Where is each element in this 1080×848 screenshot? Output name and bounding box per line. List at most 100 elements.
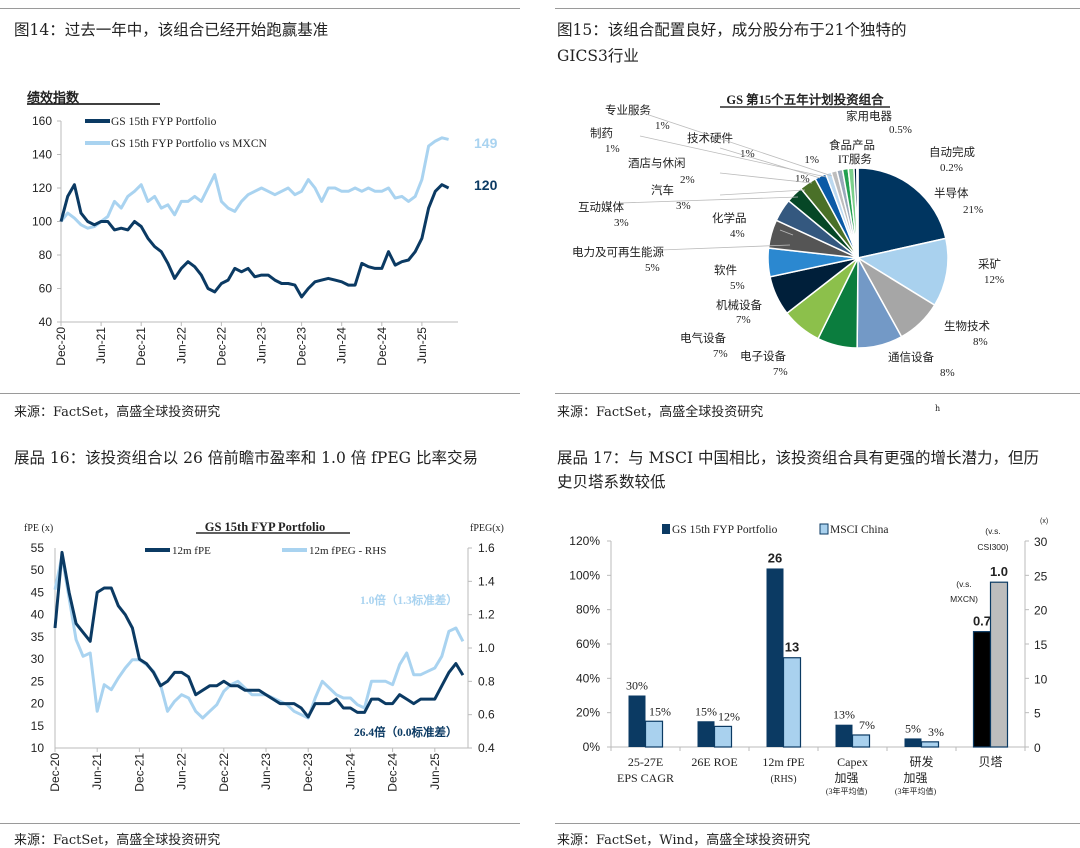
annotation: MXCN)	[950, 594, 978, 604]
y-tick-label: 30	[31, 652, 45, 666]
pie-leader-line	[639, 111, 833, 177]
category-label: (RHS)	[770, 774, 796, 785]
y-tick-label-right: 15	[1034, 638, 1048, 652]
fig15-title-line1: 图15：该组合配置良好，成分股分布于21个独特的	[557, 21, 907, 39]
divider	[0, 8, 520, 9]
x-tick-label: Dec-22	[214, 327, 228, 366]
y-tick-label: 80	[39, 248, 53, 262]
x-tick-label: Dec-24	[386, 753, 400, 792]
x-tick-label: Dec-23	[301, 753, 315, 792]
y-tick-label: 50	[31, 563, 45, 577]
category-label: 贝塔	[978, 755, 1002, 769]
y-tick-label-right: 0.6	[478, 708, 495, 722]
x-tick-label: Dec-20	[54, 327, 68, 366]
pie-label: 软件	[714, 263, 737, 277]
category-label: (3年平均值)	[895, 786, 937, 796]
x-tick-label: Jun-23	[255, 327, 269, 364]
y-tick-label: 100%	[569, 568, 600, 582]
pie-value: 1%	[795, 173, 810, 185]
pie-label: 技术硬件	[687, 131, 733, 145]
pie-label: IT服务	[838, 152, 872, 166]
legend-label: 12m fPEG - RHS	[309, 545, 386, 557]
y-tick-label: 140	[32, 148, 52, 162]
y-tick-label-right: 30	[1034, 535, 1048, 549]
series-line-fpe	[53, 550, 465, 719]
pie-value: 0.5%	[889, 124, 912, 136]
x-tick-label: Jun-25	[415, 327, 429, 364]
y-tick-label: 35	[31, 630, 45, 644]
y-tick-label: 20%	[576, 706, 600, 720]
legend-label: MSCI China	[830, 524, 888, 536]
y-tick-label-right: 20	[1034, 604, 1048, 618]
category-label: 加强	[834, 771, 858, 785]
y-tick-label: 55	[31, 541, 45, 555]
x-tick-label: Jun-21	[90, 753, 104, 790]
annotation: CSI300)	[977, 542, 1008, 552]
pie-label: 采矿	[978, 258, 1001, 271]
x-tick-label: Dec-22	[217, 753, 231, 792]
y-tick-label: 120	[32, 181, 52, 195]
pie-value: 1%	[804, 154, 819, 166]
pie-leader-line	[719, 172, 813, 184]
y-axis-label-left: fPE (x)	[24, 523, 53, 534]
x-tick-label: Dec-24	[375, 327, 389, 366]
data-label: 15%	[649, 704, 671, 718]
series-line-portfolio	[59, 183, 450, 299]
fig17-title-line1: 展品 17：与 MSCI 中国相比，该投资组合具有更强的增长潜力，但历	[557, 449, 1039, 467]
pie-leader-line	[659, 244, 791, 251]
fig15-source: 来源：FactSet，高盛全球投资研究	[557, 405, 764, 420]
y-tick-label: 25	[31, 674, 45, 688]
bar-msci-china	[989, 581, 1009, 748]
pie-label: 电子设备	[740, 349, 786, 363]
legend-swatch	[819, 523, 829, 535]
pie-value: 7%	[713, 348, 728, 360]
y-tick-label: 40	[39, 315, 53, 329]
pie-leader-line	[719, 147, 821, 179]
pie-label: 半导体	[934, 186, 969, 200]
legend-swatch	[662, 524, 670, 534]
pie-leader-line	[639, 135, 827, 178]
fig14-title: 图14：过去一年中，该组合已经开始跑赢基准	[14, 21, 329, 39]
bar-portfolio	[628, 695, 646, 747]
y-tick-label: 15	[31, 719, 45, 733]
end-label-vs-mxcn: 149	[474, 135, 498, 151]
category-label: 26E ROE	[691, 755, 737, 769]
right-axis-unit: (x)	[1040, 518, 1048, 525]
pie-value: 0.2%	[940, 162, 963, 174]
y-tick-label-right: 0.4	[478, 741, 495, 755]
x-tick-label: Dec-21	[132, 753, 146, 792]
y-axis-label-right: fPEG(x)	[470, 523, 504, 534]
x-tick-label: Dec-23	[295, 327, 309, 366]
pie-label: 酒店与休闲	[628, 156, 686, 170]
y-tick-label-right: 5	[1034, 707, 1041, 721]
fig14-source: 来源：FactSet，高盛全球投资研究	[14, 405, 221, 420]
bar-portfolio	[972, 631, 992, 748]
fig17-title-line2: 史贝塔系数较低	[557, 473, 666, 491]
y-tick-label: 100	[32, 215, 52, 229]
y-tick-label: 20	[31, 697, 45, 711]
pie-value: 8%	[973, 336, 988, 348]
pie-label: 自动完成	[929, 145, 975, 159]
pie-slice	[856, 167, 859, 259]
category-label: (3年平均值)	[826, 786, 868, 796]
pie-label: 生物技术	[944, 319, 990, 333]
pie-label: 电力及可再生能源	[572, 245, 664, 259]
fig17-source: 来源：FactSet，Wind，高盛全球投资研究	[557, 833, 811, 848]
x-tick-label: Jun-23	[259, 753, 273, 790]
bar-msci-china	[920, 741, 940, 748]
pie-leader-line	[619, 196, 799, 204]
data-label: 3%	[928, 725, 944, 739]
y-tick-label-right: 1.2	[478, 608, 495, 622]
y-tick-label-right: 1.0	[478, 641, 495, 655]
category-label: Capex	[837, 755, 868, 769]
y-tick-label-right: 1.6	[478, 541, 495, 555]
category-label: 研发	[909, 754, 933, 769]
legend-label: GS 15th FYP Portfolio vs MXCN	[111, 138, 268, 150]
data-label: 1.0	[990, 564, 1008, 579]
pie-value: 3%	[614, 217, 629, 229]
pie-label: 机械设备	[716, 298, 762, 312]
bar-portfolio	[697, 721, 715, 747]
y-tick-label: 80%	[576, 603, 600, 617]
pie-leader-line	[719, 189, 806, 196]
